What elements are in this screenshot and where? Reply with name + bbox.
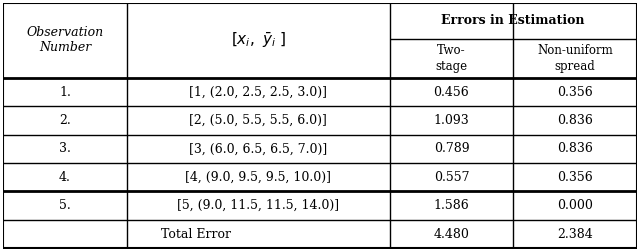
Text: 0.356: 0.356 [557, 85, 593, 99]
Text: $[x_i,\ \bar{y}_i\ ]$: $[x_i,\ \bar{y}_i\ ]$ [230, 30, 286, 50]
Text: 3.: 3. [59, 142, 71, 155]
Text: 0.836: 0.836 [557, 114, 593, 127]
Text: Two-
stage: Two- stage [435, 44, 468, 73]
Text: [5, (9.0, 11.5, 11.5, 14.0)]: [5, (9.0, 11.5, 11.5, 14.0)] [177, 199, 339, 212]
Text: [1, (2.0, 2.5, 2.5, 3.0)]: [1, (2.0, 2.5, 2.5, 3.0)] [189, 85, 327, 99]
Text: 2.384: 2.384 [557, 228, 593, 241]
Text: 0.000: 0.000 [557, 199, 593, 212]
Text: 0.557: 0.557 [434, 171, 469, 184]
Text: 1.093: 1.093 [433, 114, 469, 127]
Text: 0.456: 0.456 [433, 85, 469, 99]
Text: 4.480: 4.480 [433, 228, 469, 241]
Text: [3, (6.0, 6.5, 6.5, 7.0)]: [3, (6.0, 6.5, 6.5, 7.0)] [189, 142, 327, 155]
Text: 4.: 4. [59, 171, 71, 184]
Text: Non-uniform
spread: Non-uniform spread [537, 44, 613, 73]
Text: [4, (9.0, 9.5, 9.5, 10.0)]: [4, (9.0, 9.5, 9.5, 10.0)] [185, 171, 332, 184]
Text: 1.586: 1.586 [433, 199, 469, 212]
Text: 1.: 1. [59, 85, 71, 99]
Text: Total Error: Total Error [161, 228, 232, 241]
Text: 0.356: 0.356 [557, 171, 593, 184]
Text: Observation
Number: Observation Number [26, 26, 104, 54]
Text: [2, (5.0, 5.5, 5.5, 6.0)]: [2, (5.0, 5.5, 5.5, 6.0)] [189, 114, 327, 127]
Text: 0.836: 0.836 [557, 142, 593, 155]
Text: 2.: 2. [59, 114, 71, 127]
Text: 0.789: 0.789 [434, 142, 469, 155]
Text: 5.: 5. [59, 199, 71, 212]
Text: Errors in Estimation: Errors in Estimation [442, 14, 585, 27]
